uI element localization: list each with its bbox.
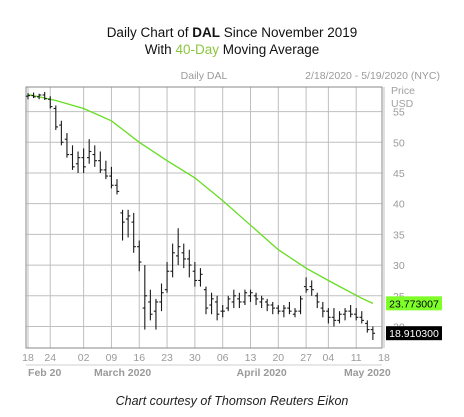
month-label: May 2020 — [344, 367, 391, 379]
x-tick-label: 30 — [189, 352, 201, 364]
subtitle-prefix: With — [144, 42, 176, 57]
x-tick-label: 09 — [106, 352, 118, 364]
ma-value-box — [386, 296, 442, 311]
ma-value-label: 23.773007 — [389, 298, 439, 310]
last-price-box — [386, 326, 442, 341]
last-price-label: 18.910300 — [389, 328, 439, 340]
subtitle-suffix: Moving Average — [218, 42, 320, 57]
y-axis-label-price: Price — [391, 85, 415, 97]
x-tick-label: 02 — [78, 352, 90, 364]
y-tick-label: 55 — [393, 107, 405, 119]
chart-title-line-1: Daily Chart of DAL Since November 2019 — [0, 24, 464, 41]
x-tick-label: 06 — [217, 352, 229, 364]
chart-title-line-2: With 40-Day Moving Average — [0, 41, 464, 58]
title-suffix: Since November 2019 — [219, 25, 358, 40]
plot-frame — [25, 86, 383, 349]
x-tick-label: 13 — [245, 352, 257, 364]
chart-header-right: 2/18/2020 - 5/19/2020 (NYC) — [305, 70, 440, 82]
chart-header-left: Daily DAL — [181, 70, 228, 82]
month-label: March 2020 — [94, 367, 151, 379]
x-tick-label: 20 — [272, 352, 284, 364]
y-tick-label: 45 — [393, 168, 405, 180]
x-tick-label: 27 — [300, 352, 312, 364]
x-tick-label: 24 — [44, 352, 56, 364]
title-ticker: DAL — [192, 25, 220, 40]
chart-caption: Chart courtesy of Thomson Reuters Eikon — [115, 394, 349, 408]
y-tick-label: 40 — [393, 199, 405, 211]
x-tick-label: 11 — [351, 352, 362, 364]
y-tick-label: 35 — [393, 229, 405, 241]
x-tick-label: 23 — [161, 352, 173, 364]
title-prefix: Daily Chart of — [106, 25, 193, 40]
x-tick-label: 18 — [22, 352, 34, 364]
x-tick-label: 18 — [378, 352, 390, 364]
month-label: Feb 20 — [28, 367, 61, 379]
y-tick-label: 30 — [393, 260, 405, 272]
price-chart: Daily DAL 2/18/2020 - 5/19/2020 (NYC) Pric… — [22, 62, 442, 379]
subtitle-highlight: 40-Day — [175, 42, 219, 57]
x-tick-label: 16 — [133, 352, 145, 364]
y-axis-label-unit: USD — [391, 98, 414, 110]
ma40-line — [27, 93, 374, 304]
x-tick-label: 04 — [323, 352, 335, 364]
y-tick-label: 50 — [393, 137, 405, 149]
month-label: April 2020 — [237, 367, 287, 379]
